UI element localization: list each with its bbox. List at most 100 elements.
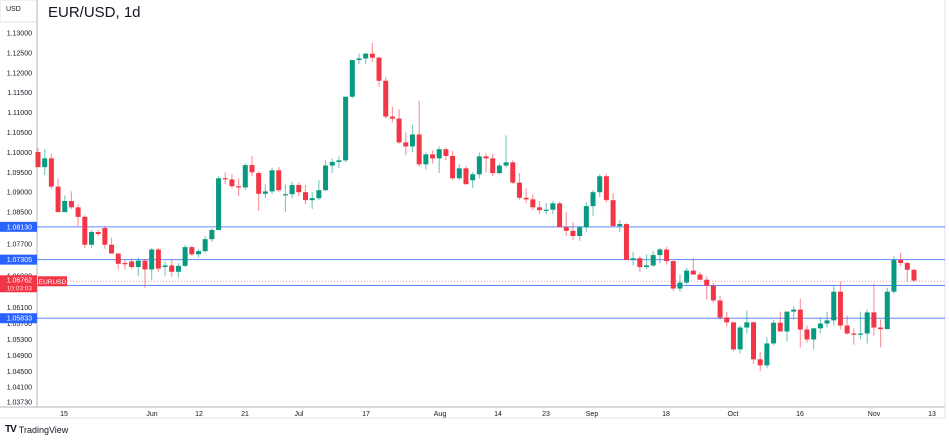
y-tick-label: 1.08500 [7, 210, 32, 217]
candle [68, 191, 74, 209]
candle [309, 192, 315, 209]
candles [35, 42, 917, 372]
candle [122, 259, 128, 270]
candle [155, 247, 161, 272]
candle [276, 167, 282, 193]
candle [289, 181, 295, 199]
candle [690, 257, 696, 275]
candle [129, 258, 135, 270]
x-tick-label: Oct [728, 411, 739, 418]
candle [496, 163, 502, 175]
candle [403, 132, 409, 156]
level-price-badge [0, 313, 37, 324]
candle [262, 184, 268, 199]
candle [162, 261, 168, 276]
candle [242, 163, 248, 191]
candle [195, 248, 201, 258]
candle [356, 53, 362, 65]
candle [389, 106, 395, 123]
candle [884, 287, 890, 330]
candle [637, 255, 643, 272]
candle [430, 150, 436, 164]
symbol-tag-text: EURUSD [39, 279, 67, 286]
candle [343, 96, 349, 163]
x-axis[interactable]: 15 Jun 12 21 Jul 17 Aug 14 23 Sep 18 Oct 16 Nov 13 [60, 411, 936, 418]
candle [369, 42, 375, 62]
candle [282, 184, 288, 213]
x-tick-label: Sep [586, 411, 599, 418]
candle [630, 251, 636, 266]
candle [583, 202, 589, 232]
y-tick-label: 1.09000 [7, 190, 32, 197]
candle [791, 305, 797, 320]
candle [323, 160, 329, 192]
candle [724, 311, 730, 327]
y-tick-label: 1.11000 [7, 110, 32, 117]
candle [590, 190, 596, 217]
candle [209, 228, 215, 242]
current-price-badge [0, 275, 37, 293]
candle [804, 325, 810, 343]
x-tick-label: 23 [542, 411, 550, 418]
candle [744, 310, 750, 334]
candle [710, 282, 716, 303]
candle [88, 230, 94, 248]
candle [784, 311, 790, 342]
y-tick-label: 1.05700 [7, 321, 32, 328]
candle [82, 215, 88, 248]
candle [329, 158, 335, 174]
candle [757, 352, 763, 372]
candle [383, 76, 389, 119]
candle [904, 261, 910, 282]
candle [336, 156, 342, 169]
candle [296, 182, 302, 197]
candle [169, 259, 175, 277]
candle [704, 276, 710, 300]
brand-name: TradingView [18, 424, 69, 435]
candle [490, 153, 496, 177]
candle [717, 295, 723, 320]
candle [202, 235, 208, 253]
candle [35, 148, 41, 168]
y-tick-label: 1.06100 [7, 305, 32, 312]
candle [911, 268, 917, 282]
candle [62, 195, 68, 213]
candle [256, 171, 262, 211]
x-tick-label: 18 [662, 411, 670, 418]
y-tick-label: 1.04100 [7, 385, 32, 392]
y-tick-label: 1.12000 [7, 70, 32, 77]
y-tick-label: 1.04500 [7, 369, 32, 376]
candle [135, 257, 141, 276]
candle [102, 226, 108, 249]
candle [409, 124, 415, 153]
symbol-tag [38, 276, 67, 287]
currency-label: USD [6, 6, 21, 13]
candle [109, 237, 115, 254]
candle [730, 322, 736, 352]
level-price-badge-text: 1.05833 [7, 316, 32, 323]
footer-branding[interactable]: TV TradingView [5, 424, 68, 435]
x-tick-label: 15 [60, 411, 68, 418]
candle [550, 200, 556, 215]
x-tick-label: 14 [494, 411, 502, 418]
y-tick-label: 1.13000 [7, 31, 32, 38]
candle [189, 245, 195, 256]
countdown-text: 10:03:03 [7, 285, 33, 292]
candle [557, 201, 563, 228]
candle [396, 109, 402, 144]
y-tick-label: 1.10500 [7, 130, 32, 137]
candle [175, 263, 181, 278]
candle [764, 337, 770, 369]
candle [797, 298, 803, 348]
candle [142, 259, 148, 288]
candle [75, 204, 81, 227]
candle [577, 226, 583, 241]
candle [229, 174, 235, 189]
candle [597, 174, 603, 197]
y-tick-label: 1.12500 [7, 50, 32, 57]
chart-title: EUR/USD, 1d [48, 4, 141, 21]
candle [516, 173, 522, 201]
candle [844, 315, 850, 335]
